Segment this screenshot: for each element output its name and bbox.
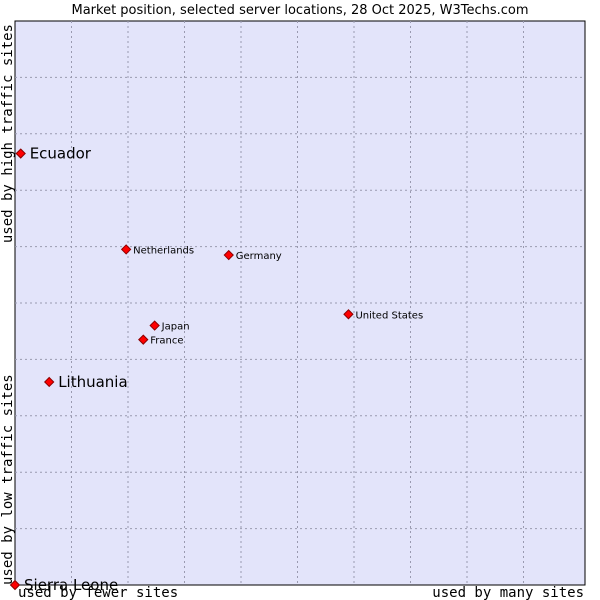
x-axis-label-left: used by fewer sites bbox=[18, 585, 178, 600]
point-label-ecuador: Ecuador bbox=[30, 145, 92, 163]
point-marker-united-states bbox=[343, 309, 354, 320]
point-marker-netherlands bbox=[120, 244, 132, 255]
point-label-france: France bbox=[150, 336, 183, 347]
y-axis-label-top: used by high traffic sites bbox=[0, 24, 16, 243]
chart-title: Market position, selected server locatio… bbox=[71, 3, 528, 18]
point-label-sierra-leone: Sierra Leone bbox=[24, 576, 118, 594]
x-axis-label-right: used by many sites bbox=[432, 585, 584, 600]
point-label-netherlands: Netherlands bbox=[133, 245, 194, 256]
point-label-germany: Germany bbox=[236, 251, 282, 262]
point-label-lithuania: Lithuania bbox=[58, 373, 127, 391]
point-marker-sierra-leone bbox=[9, 579, 21, 591]
grid-lines bbox=[15, 21, 585, 585]
point-marker-japan bbox=[149, 320, 160, 331]
data-points: Ecuador Netherlands Germany United States Ja… bbox=[9, 145, 423, 594]
point-marker-germany bbox=[223, 249, 234, 261]
point-marker-ecuador bbox=[15, 148, 26, 159]
y-axis-label-bottom: used by low traffic sites bbox=[0, 374, 16, 585]
point-label-united-states: United States bbox=[355, 310, 423, 321]
point-label-japan: Japan bbox=[161, 322, 190, 333]
point-marker-lithuania bbox=[43, 376, 55, 388]
point-marker-france bbox=[138, 334, 149, 345]
